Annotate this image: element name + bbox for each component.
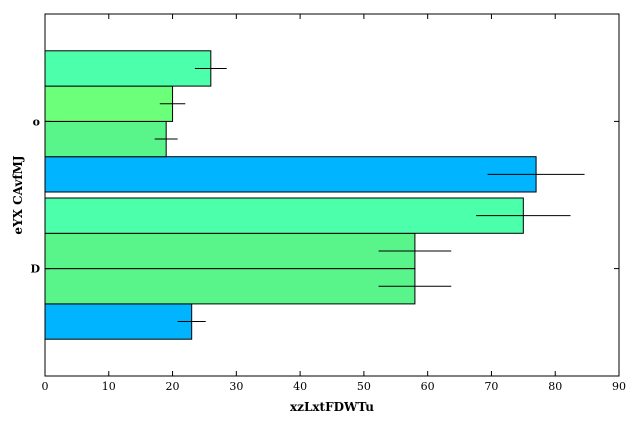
x-tick-label: 50 <box>357 380 371 393</box>
bar-layer <box>44 50 585 340</box>
bar <box>44 232 416 270</box>
x-tick-label: 80 <box>548 380 562 393</box>
x-tick-label: 20 <box>166 380 180 393</box>
plot-frame <box>44 13 620 377</box>
x-tick-label: 90 <box>612 380 626 393</box>
bar <box>44 303 193 340</box>
y-axis-categories: Do <box>30 115 619 276</box>
y-category-label: o <box>33 115 40 128</box>
bar <box>44 156 537 193</box>
x-tick-label: 70 <box>484 380 498 393</box>
x-tick-label: 30 <box>229 380 243 393</box>
x-axis-ticks: 0 10 20 30 40 50 60 70 80 90 <box>42 14 626 393</box>
y-category-label: D <box>30 263 40 276</box>
x-axis-label: xzLxtFDWTu <box>290 400 374 414</box>
x-tick-label: 0 <box>42 380 49 393</box>
bar <box>44 120 167 158</box>
bar <box>44 268 416 305</box>
bar <box>44 197 524 234</box>
bar <box>44 85 174 122</box>
y-axis-label: eYX CAvfMJ <box>11 155 25 234</box>
bar <box>44 50 212 87</box>
x-tick-label: 60 <box>421 380 435 393</box>
x-tick-label: 10 <box>102 380 116 393</box>
x-tick-label: 40 <box>293 380 307 393</box>
